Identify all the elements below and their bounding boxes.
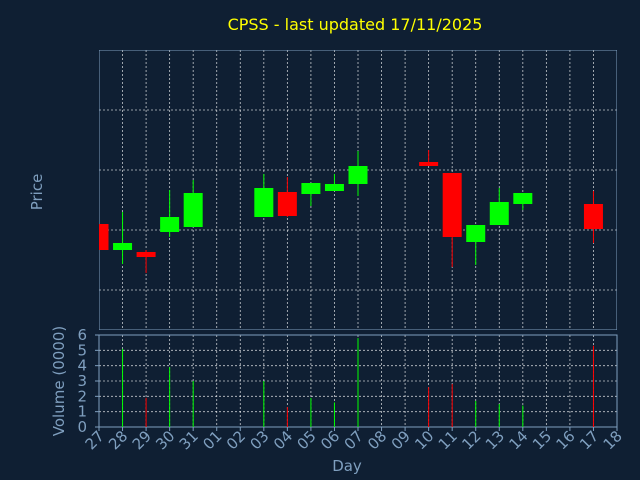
x-tick-label: 13	[482, 427, 508, 453]
x-tick-label: 03	[246, 427, 272, 453]
candle-body	[324, 184, 344, 191]
price-axis-label: Price	[28, 174, 46, 211]
volume-tick-label: 5	[77, 341, 87, 359]
candle-body	[348, 166, 368, 184]
candle-body	[160, 217, 180, 232]
x-tick-label: 09	[388, 427, 414, 453]
x-tick-label: 04	[270, 427, 296, 453]
x-tick-label: 06	[317, 427, 343, 453]
x-tick-label: 14	[505, 427, 531, 453]
x-tick-label: 15	[529, 427, 555, 453]
candle-body	[136, 252, 156, 257]
candle-body	[99, 224, 109, 250]
x-tick-label: 10	[411, 427, 437, 453]
x-tick-label: 17	[576, 427, 602, 453]
price-tick-label: 7.4	[65, 281, 89, 299]
candle-body	[183, 193, 203, 227]
candle-body	[254, 188, 274, 217]
volume-tick-label: 0	[77, 418, 87, 436]
candle-body	[583, 204, 603, 229]
x-tick-label: 12	[458, 427, 484, 453]
volume-tick-label: 1	[77, 403, 87, 421]
price-tick-label: 9.2	[65, 101, 89, 119]
volume-tick-label: 3	[77, 372, 87, 390]
x-tick-label: 01	[199, 427, 225, 453]
x-tick-label: 29	[129, 427, 155, 453]
x-axis: 2728293031010203040506070809101112131415…	[82, 427, 626, 453]
x-tick-label: 05	[294, 427, 320, 453]
x-tick-label: 28	[105, 427, 131, 453]
x-axis-label: Day	[332, 457, 362, 475]
x-tick-label: 11	[435, 427, 461, 453]
candle-body	[277, 192, 297, 216]
candle-body	[113, 243, 133, 250]
price-tick-label: 8	[79, 221, 89, 239]
chart-title: CPSS - last updated 17/11/2025	[228, 15, 483, 34]
price-panel: 7.4 8 8.6 9.2	[65, 50, 617, 330]
volume-tick-label: 4	[77, 357, 87, 375]
x-tick-label: 31	[176, 427, 202, 453]
volume-tick-label: 2	[77, 387, 87, 405]
candle-body	[301, 183, 321, 194]
x-tick-label: 02	[223, 427, 249, 453]
x-tick-label: 16	[553, 427, 579, 453]
volume-axis-label: Volume (0000)	[50, 326, 68, 436]
x-tick-label: 30	[152, 427, 178, 453]
x-tick-label: 18	[600, 427, 626, 453]
x-tick-label: 08	[364, 427, 390, 453]
price-tick-label: 8.6	[65, 161, 89, 179]
candle-body	[489, 202, 509, 225]
volume-tick-label: 6	[77, 326, 87, 344]
candle-body	[513, 193, 533, 204]
candle-body	[442, 173, 462, 237]
x-tick-label: 07	[341, 427, 367, 453]
candle-body	[419, 162, 439, 166]
candle-body	[466, 225, 486, 242]
